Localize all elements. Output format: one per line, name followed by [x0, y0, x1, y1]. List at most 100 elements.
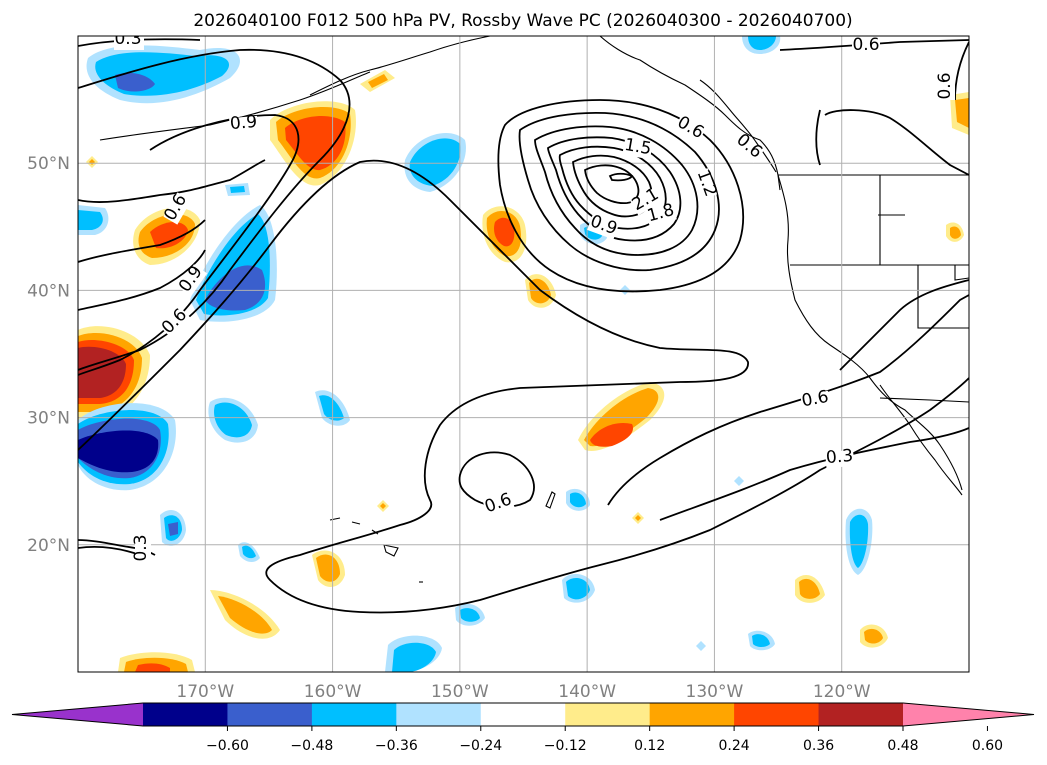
contour-0.6-west-c — [78, 219, 206, 263]
svg-text:0.3: 0.3 — [825, 446, 854, 468]
contour-0.6-northwest — [78, 48, 351, 371]
contour-0.6-topright — [779, 39, 969, 51]
colorbar-segment — [734, 703, 820, 726]
x-tick-label: 120°W — [813, 682, 871, 702]
contour-0.6-nepac-outer — [497, 99, 744, 293]
y-tick-label: 30°N — [27, 409, 70, 429]
contour-label: 0.3 — [114, 36, 144, 50]
x-tick-label: 130°W — [686, 682, 744, 702]
mexico-border — [879, 397, 969, 403]
contour-2.4-core — [584, 164, 640, 205]
colorbar-tick-label: −0.12 — [544, 738, 587, 754]
colorbar-outline — [11, 702, 1035, 727]
shade-blob-small-blue-box — [225, 183, 250, 196]
aleutian-chain — [99, 71, 371, 141]
contour-label: 0.6 — [935, 72, 955, 100]
contour-0.6-west-d — [78, 249, 206, 311]
hawaii-islands — [329, 517, 399, 557]
contour-0.6-subtrop — [458, 451, 535, 508]
contour-label: 1.5 — [622, 135, 653, 160]
map-frame — [77, 35, 970, 673]
bc-island-coast — [699, 79, 777, 173]
colorbar-tick-label: 0.12 — [634, 738, 665, 754]
chart-title: 2026040100 F012 500 hPa PV, Rossby Wave … — [193, 11, 852, 31]
colorbar-segment — [565, 703, 651, 726]
x-tick-label: 140°W — [558, 682, 616, 702]
colorbar-segment — [480, 703, 566, 726]
shade-blob-coast-blue — [845, 508, 873, 575]
contour-0.9-nepac — [518, 111, 720, 272]
x-tick-label: 160°W — [304, 682, 362, 702]
colorbar-tick-label: 0.48 — [887, 738, 918, 754]
colorbar-tick-label: −0.60 — [206, 738, 249, 754]
colorbar-segment — [396, 703, 482, 726]
svg-text:0.6: 0.6 — [800, 387, 830, 411]
contour-2.7-center — [608, 172, 634, 182]
shade-blob-hawaii-blue — [160, 510, 186, 546]
colorbar-tick-label: 0.60 — [972, 738, 1003, 754]
shade-blob-westedge-blue — [78, 205, 109, 235]
gridlines — [78, 36, 969, 672]
shade-blob-small-blue-f — [455, 603, 485, 626]
svg-text:1.5: 1.5 — [623, 135, 653, 159]
colorbar-extend-low — [12, 703, 143, 726]
y-tick-label: 40°N — [27, 281, 70, 301]
contour-0.6-right-top — [954, 41, 969, 101]
shade-blob-orange-d — [312, 550, 345, 587]
coastlines — [99, 36, 969, 583]
colorbar-tick-label: 0.24 — [719, 738, 750, 754]
svg-text:0.6: 0.6 — [935, 72, 955, 99]
colorbar-segment — [143, 703, 228, 726]
colorbar-tick-label: 0.36 — [803, 738, 834, 754]
shade-blob-bottom-blue — [385, 635, 442, 672]
x-tick-label: 150°W — [431, 682, 489, 702]
colorbar: −0.60 −0.48 −0.36 −0.24 −0.12 0.12 0.24 0.36 0.4… — [11, 702, 1035, 754]
colorbar-tick-label: −0.36 — [375, 738, 418, 754]
contour-main-trough — [78, 159, 969, 614]
contour-1.8-nepac — [558, 145, 667, 230]
contour-label: 0.6 — [800, 387, 831, 412]
y-axis-ticks: 50°N 40°N 30°N 20°N — [27, 154, 70, 556]
x-axis-ticks: 170°W 160°W 150°W 140°W 130°W 120°W — [176, 682, 870, 702]
pv-shading — [78, 36, 969, 672]
shade-blob-orange-l — [860, 624, 888, 648]
svg-text:0.6: 0.6 — [852, 35, 879, 55]
colorbar-segment — [818, 703, 904, 726]
small-island — [545, 491, 556, 509]
contour-0.6-right — [839, 279, 969, 371]
shade-blob-small-blue-c — [238, 542, 260, 563]
shade-blob-bottom-orange — [118, 652, 195, 672]
shade-blob-right-edge-orange-b — [946, 222, 964, 242]
x-tick-label: 170°W — [176, 682, 234, 702]
shade-blob-topright-blue — [742, 36, 781, 54]
colorbar-segment — [227, 703, 313, 726]
shade-blob-aleutian-blue — [86, 45, 241, 104]
shade-blob-small-blue-j — [748, 630, 775, 651]
contour-1.2-nepac — [534, 125, 699, 256]
contour-label: 0.3 — [131, 534, 151, 562]
shade-blob-westedge-darkblue — [78, 403, 176, 491]
contour-0.6-bottomleft — [78, 545, 141, 556]
alaska-peninsula — [309, 36, 491, 96]
shade-blob-small-yellow — [360, 70, 395, 92]
alaska-coast — [599, 36, 781, 191]
colorbar-extend-high — [903, 703, 1034, 726]
contour-0.6-right-upper — [824, 109, 969, 176]
contour-0.6-east — [607, 294, 969, 506]
y-tick-label: 50°N — [27, 154, 70, 174]
shade-blob-midpac-blue — [404, 132, 466, 192]
contour-1.5-nepac — [547, 136, 682, 242]
right-edge-coast — [954, 265, 969, 281]
shade-blob-small-blue-h — [566, 488, 590, 511]
shade-blob-westedge-red — [78, 326, 150, 420]
shade-blob-right-edge-orange — [950, 92, 969, 135]
map-background — [78, 36, 969, 672]
contour-label: 0.9 — [229, 112, 259, 135]
colorbar-segment — [649, 703, 735, 726]
svg-text:0.9: 0.9 — [229, 112, 258, 134]
baja-peninsula — [879, 384, 963, 496]
shade-blob-subtrop-blue-a — [208, 397, 258, 443]
us-state-lines — [790, 175, 969, 329]
contour-label: 0.3 — [825, 446, 855, 469]
